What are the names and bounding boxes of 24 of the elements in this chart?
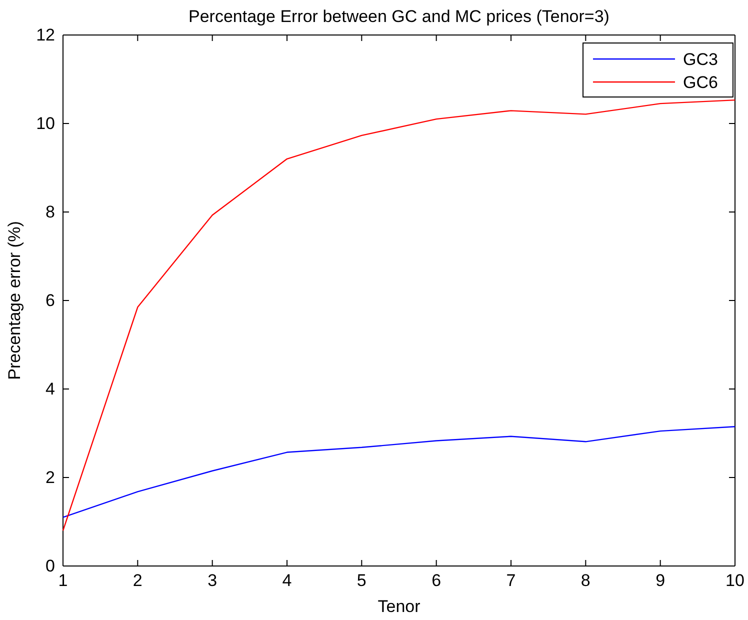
y-tick-label: 0: [46, 556, 55, 576]
line-series: [62, 426, 736, 518]
y-tick-label: 8: [46, 202, 55, 222]
x-tick-label: 8: [580, 571, 590, 590]
x-tick-label: 10: [726, 571, 744, 590]
x-axis-title: Tenor: [378, 597, 421, 616]
x-tick-label: 3: [208, 571, 218, 590]
x-tick-label: 7: [506, 571, 516, 590]
x-tick-label: 2: [132, 571, 142, 590]
y-axis-title: Precentage error (%): [5, 221, 24, 380]
x-tick-label: 5: [356, 571, 366, 590]
x-tick-label: 9: [656, 571, 666, 590]
y-tick-label: 12: [36, 25, 55, 44]
y-tick-label: 10: [36, 114, 55, 133]
legend-label: GC3: [683, 50, 718, 69]
y-tick-label: 4: [46, 379, 55, 398]
line-series: [62, 99, 736, 532]
legend-label: GC6: [683, 73, 718, 92]
y-tick-label: 6: [46, 290, 55, 310]
x-tick-label: 1: [58, 571, 68, 590]
chart-title: Percentage Error between GC and MC prices (Tenor=3): [188, 7, 610, 26]
y-tick-label: 2: [46, 468, 55, 487]
x-tick-label: 4: [282, 571, 292, 590]
x-tick-label: 6: [432, 571, 442, 590]
